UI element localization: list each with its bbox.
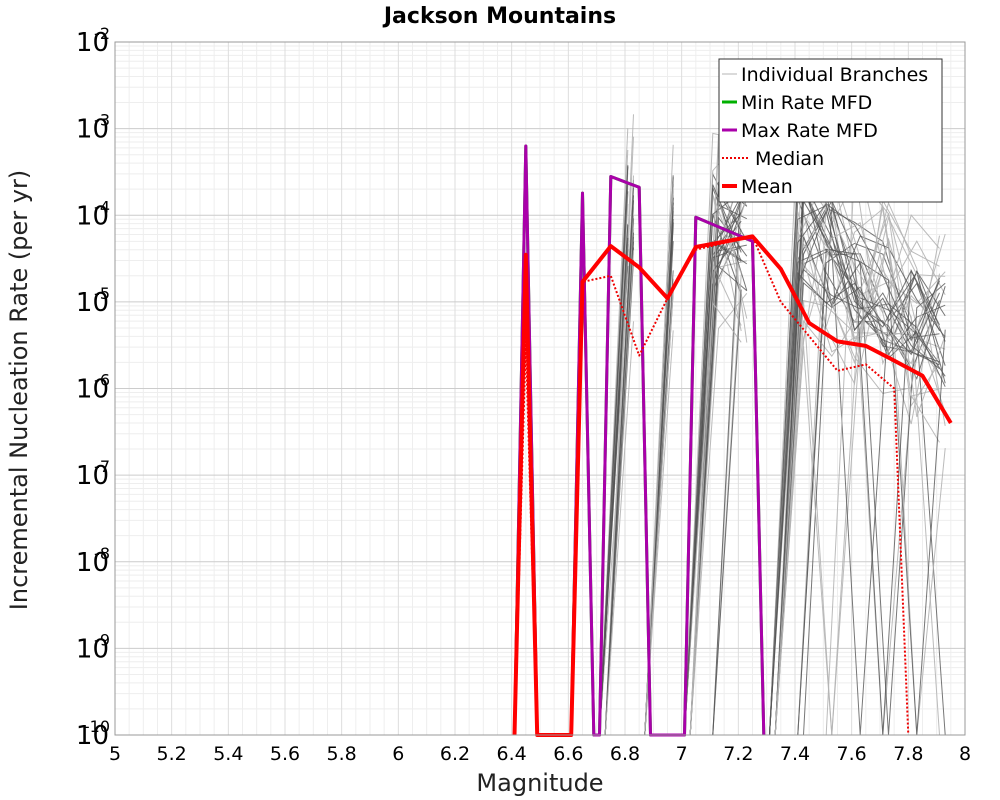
x-tick-label: 6 (392, 743, 404, 765)
x-tick-label: 5.2 (157, 743, 187, 765)
legend-label: Individual Branches (741, 64, 928, 86)
branch-line (774, 222, 946, 736)
y-tick-base: 10 (76, 634, 109, 664)
branch-line (689, 197, 748, 736)
x-tick-label: 6.4 (497, 743, 527, 765)
x-tick-label: 5.4 (213, 743, 243, 765)
x-axis-label: Magnitude (476, 769, 603, 797)
y-tick-base: 10 (76, 201, 109, 231)
y-tick-exponent: -3 (94, 111, 110, 130)
branch-line (769, 209, 940, 736)
x-tick-label: 7.8 (893, 743, 923, 765)
y-tick-base: 10 (76, 288, 109, 318)
branch-line (689, 292, 748, 736)
y-tick-exponent: -8 (94, 544, 110, 563)
y-tick-labels: 10-210-310-410-510-610-710-810-910-10 (76, 24, 110, 751)
y-tick-exponent: -5 (94, 284, 110, 303)
branch-line (769, 205, 940, 736)
chart-title: Jackson Mountains (382, 4, 616, 29)
x-tick-label: 6.6 (553, 743, 583, 765)
x-tick-label: 7.2 (723, 743, 753, 765)
y-tick-exponent: -7 (94, 457, 110, 476)
branch-line (604, 114, 634, 736)
x-tick-label: 7 (676, 743, 688, 765)
plot-frame (114, 41, 966, 736)
y-tick-base: 10 (76, 375, 109, 405)
y-tick-exponent: -10 (84, 717, 110, 736)
x-tick-label: 7.4 (780, 743, 810, 765)
y-tick-exponent: -2 (94, 24, 110, 43)
legend-label: Max Rate MFD (741, 120, 878, 142)
legend-label: Min Rate MFD (741, 92, 872, 114)
legend-label: Median (755, 148, 824, 170)
branch-line (774, 201, 946, 736)
branch-line (684, 184, 742, 736)
x-tick-label: 6.8 (610, 743, 640, 765)
legend: Individual Branches Min Rate MFD Max Rate … (718, 58, 943, 203)
branch-line (774, 236, 946, 736)
legend-box (718, 58, 943, 203)
y-tick-exponent: -9 (94, 630, 110, 649)
y-tick-base: 10 (76, 115, 109, 145)
y-axis-label: Incremental Nucleation Rate (per yr) (5, 170, 33, 610)
branch-line (604, 321, 634, 736)
branch-line (684, 195, 742, 736)
y-tick-exponent: -6 (94, 371, 110, 390)
x-tick-label: 5 (109, 743, 121, 765)
y-tick-base: 10 (76, 548, 109, 578)
x-tick-label: 5.8 (327, 743, 357, 765)
y-tick-base: 10 (76, 461, 109, 491)
branch-line (769, 271, 940, 736)
branch-line (774, 216, 946, 736)
y-tick-base: 10 (76, 28, 109, 58)
branch-line (769, 203, 940, 736)
x-tick-label: 8 (959, 743, 971, 765)
x-tick-labels: 5 5.2 5.4 5.6 5.8 6 6.2 6.4 6.6 6.8 7 7.2 7.4 7.6 7.8 8 (109, 743, 971, 765)
x-tick-label: 6.2 (440, 743, 470, 765)
y-tick-exponent: -4 (94, 197, 110, 216)
x-tick-label: 5.6 (270, 743, 300, 765)
branch-line (774, 281, 946, 736)
branch-line (604, 232, 634, 736)
y-tick-base: 10 (76, 721, 109, 751)
legend-label: Mean (741, 176, 793, 198)
branch-line (599, 184, 629, 736)
x-tick-label: 7.6 (837, 743, 867, 765)
